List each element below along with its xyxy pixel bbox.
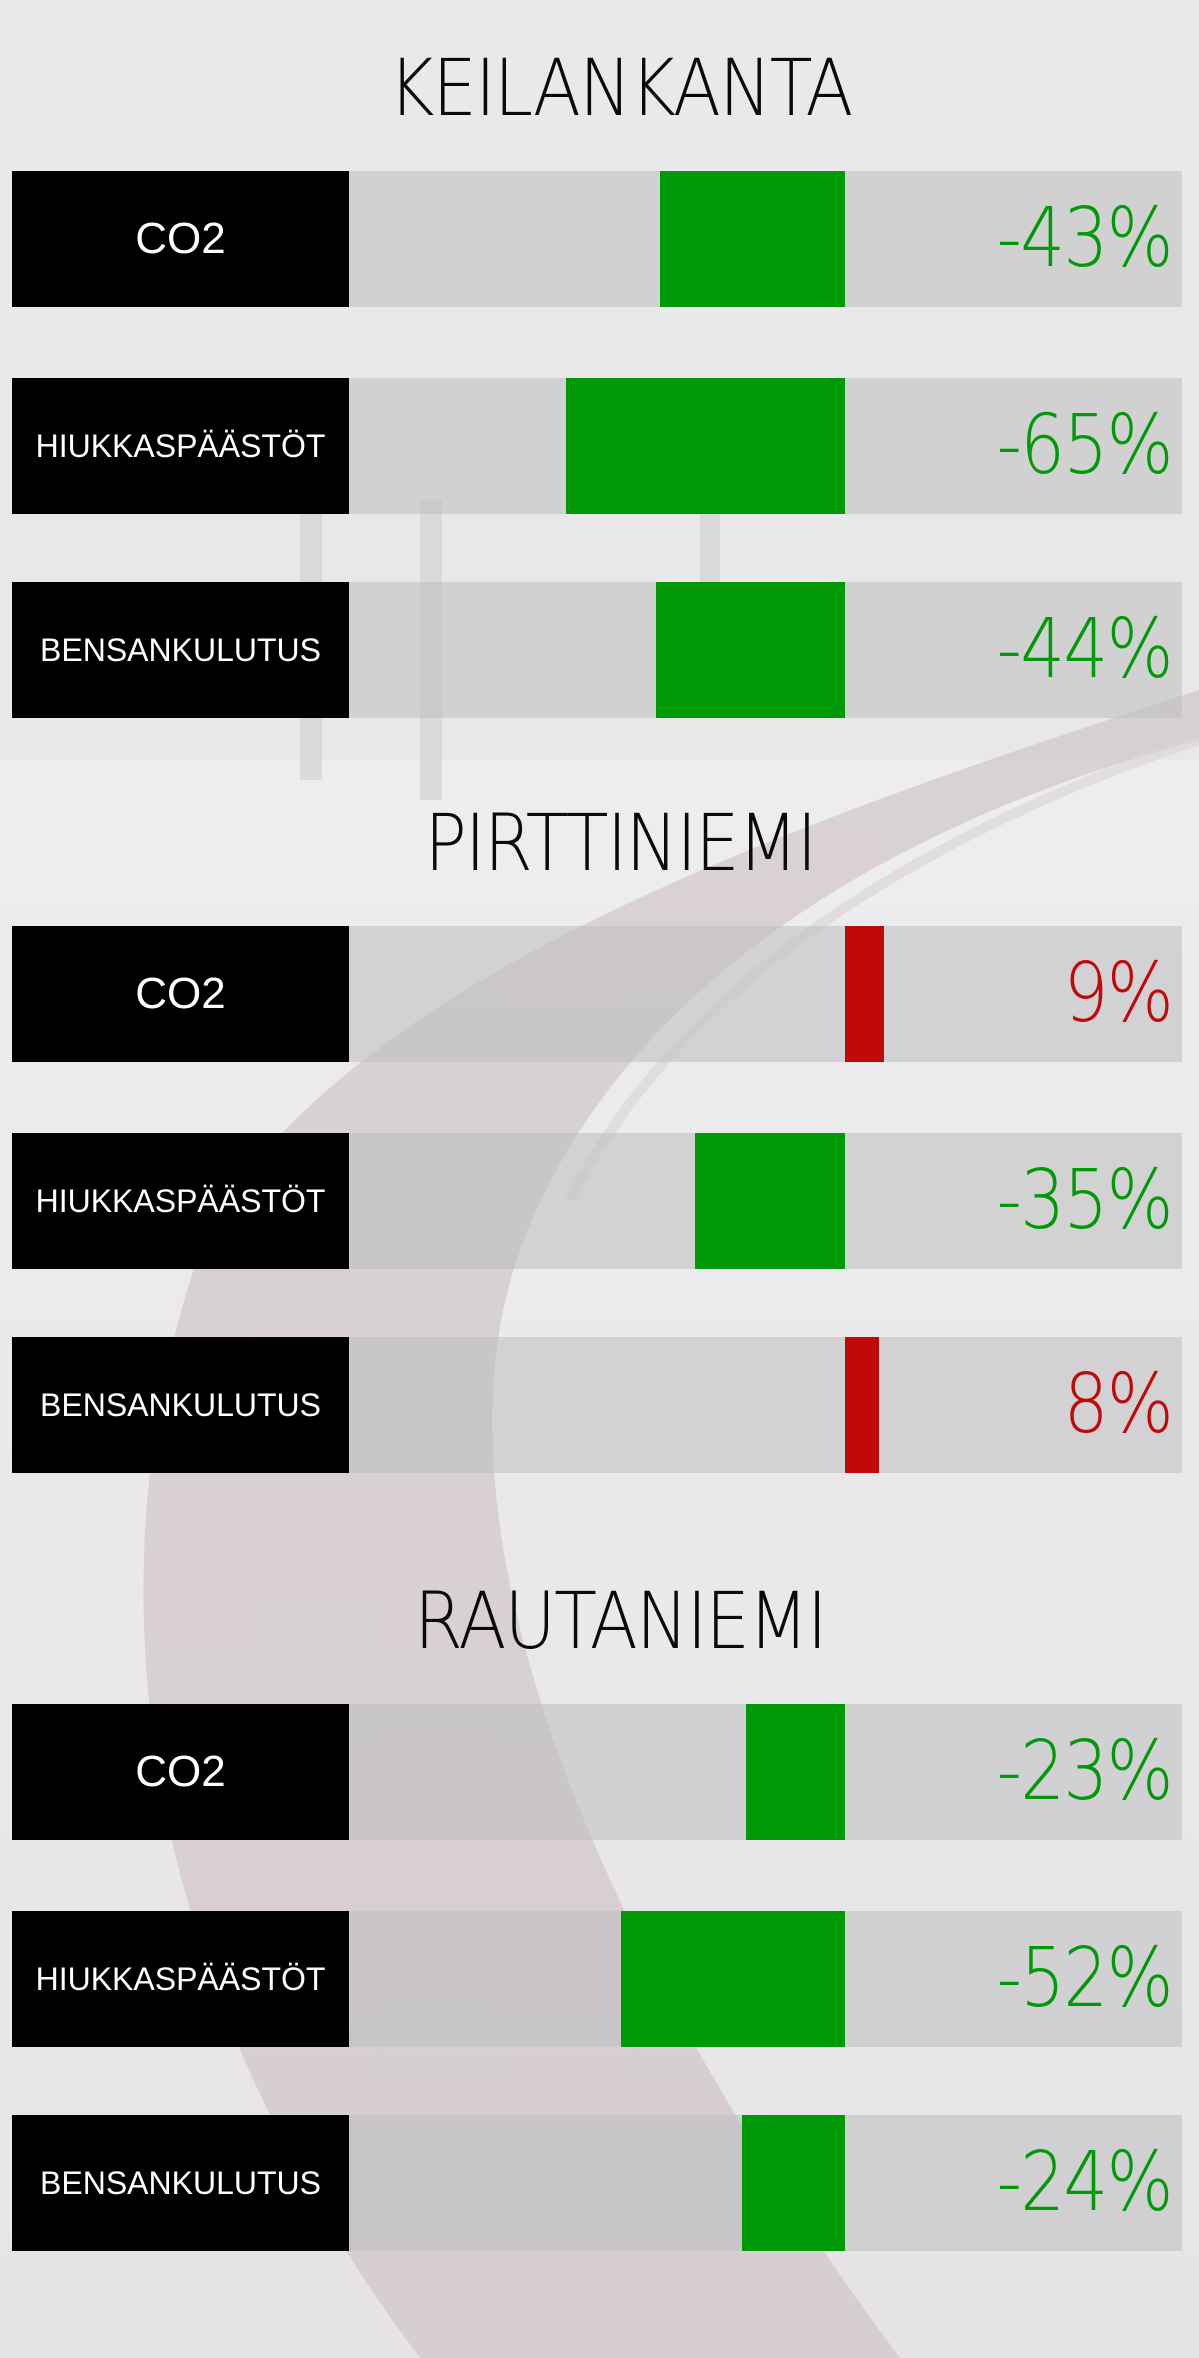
section-title: RAUTANIEMI	[414, 1577, 827, 1667]
metric-label: CO2	[12, 1704, 349, 1840]
section-title: PIRTTINIEMI	[424, 799, 818, 889]
metric-row: CO2 -43%	[12, 171, 1182, 307]
value-bar	[694, 1133, 845, 1269]
value-bar	[621, 1911, 845, 2047]
value-bar	[655, 582, 845, 718]
value-label: 8%	[1063, 1357, 1174, 1452]
metric-label: CO2	[12, 171, 349, 307]
metric-row: HIUKKASPÄÄSTÖT -52%	[12, 1911, 1182, 2047]
value-label: -43%	[996, 191, 1174, 286]
metric-label: CO2	[12, 926, 349, 1062]
metric-label: BENSANKULUTUS	[12, 2115, 349, 2251]
value-bar	[845, 1337, 880, 1473]
metric-label: HIUKKASPÄÄSTÖT	[12, 378, 349, 514]
value-label: -35%	[996, 1153, 1174, 1248]
metric-label: HIUKKASPÄÄSTÖT	[12, 1133, 349, 1269]
value-bar	[845, 926, 884, 1062]
value-bar	[746, 1704, 845, 1840]
value-label: -23%	[996, 1724, 1174, 1819]
value-bar	[565, 378, 845, 514]
metric-label: BENSANKULUTUS	[12, 582, 349, 718]
value-label: -65%	[996, 398, 1174, 493]
value-label: -24%	[996, 2135, 1174, 2230]
metric-label: HIUKKASPÄÄSTÖT	[12, 1911, 349, 2047]
metric-row: CO2 -23%	[12, 1704, 1182, 1840]
value-bar	[741, 2115, 845, 2251]
metric-row: HIUKKASPÄÄSTÖT -65%	[12, 378, 1182, 514]
metric-label: BENSANKULUTUS	[12, 1337, 349, 1473]
value-bar	[660, 171, 845, 307]
section-title: KEILANKANTA	[388, 44, 853, 134]
value-label: -44%	[996, 602, 1174, 697]
metric-row: BENSANKULUTUS -24%	[12, 2115, 1182, 2251]
value-label: -52%	[996, 1931, 1174, 2026]
value-label: 9%	[1063, 946, 1174, 1041]
metric-row: CO2 9%	[12, 926, 1182, 1062]
metric-row: BENSANKULUTUS 8%	[12, 1337, 1182, 1473]
metric-row: BENSANKULUTUS -44%	[12, 582, 1182, 718]
metric-row: HIUKKASPÄÄSTÖT -35%	[12, 1133, 1182, 1269]
